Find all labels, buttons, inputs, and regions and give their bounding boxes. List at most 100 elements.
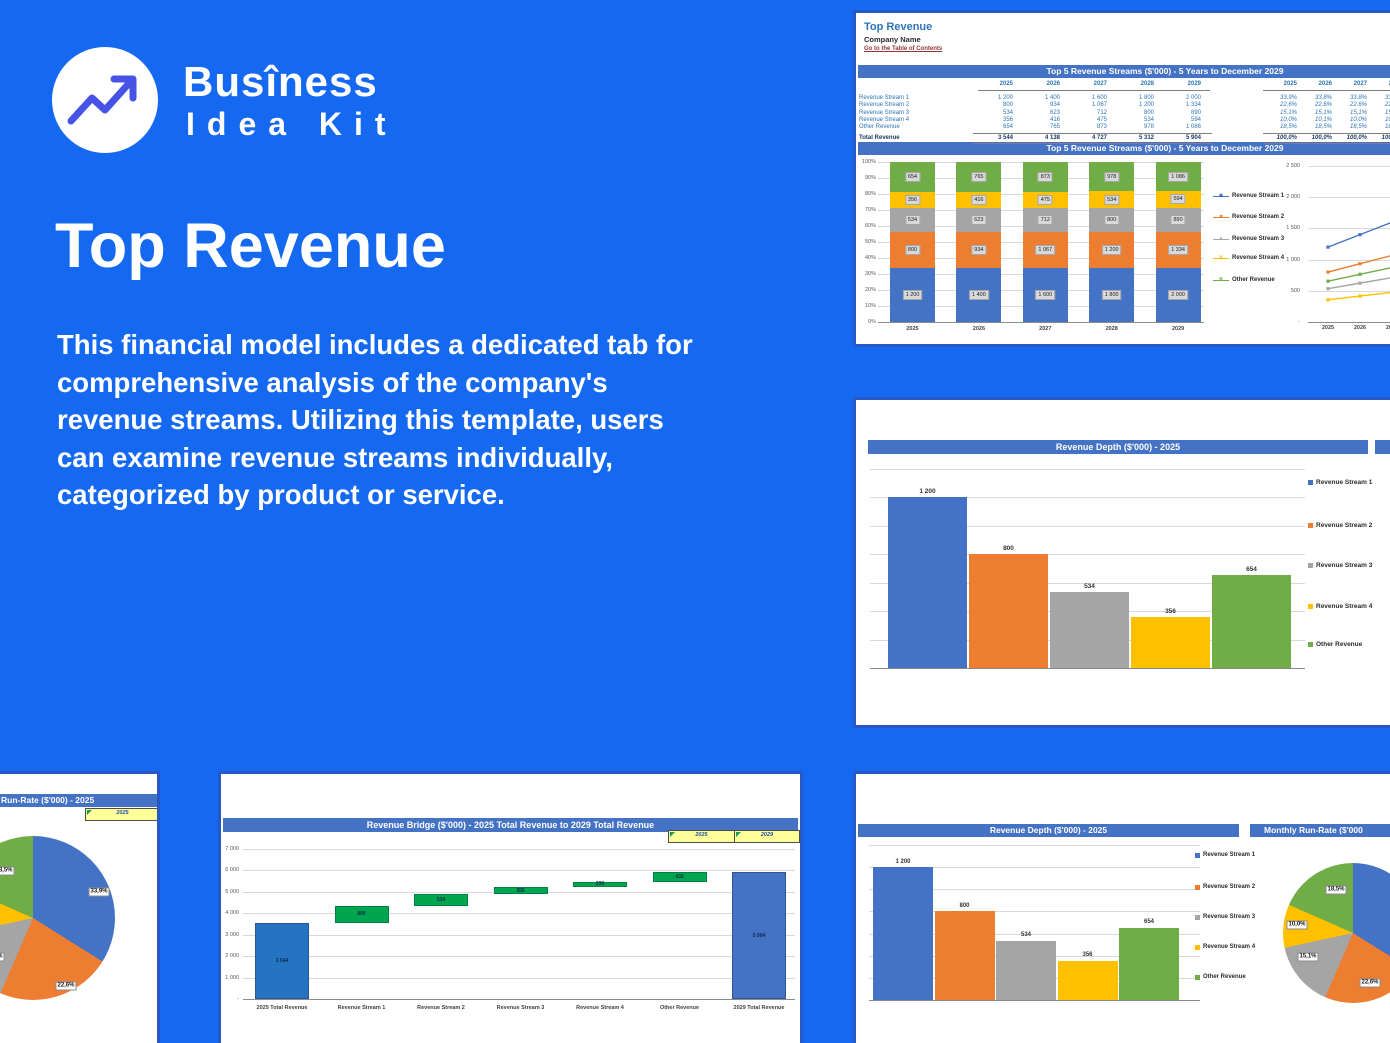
pie-slice-label: 22,6% — [55, 981, 77, 991]
filter-funnel-icon — [736, 832, 741, 837]
x-axis-label: Revenue Stream 2 — [417, 1005, 465, 1011]
page-title: Top Revenue — [55, 211, 446, 281]
table-cell: 475 — [1096, 116, 1107, 123]
legend-swatch — [1308, 604, 1313, 609]
x-axis-label: 2025 — [1321, 325, 1335, 331]
gridline — [243, 870, 795, 872]
filter-funnel-icon — [670, 832, 675, 837]
table-cell: 800 — [1002, 102, 1013, 109]
table-pct-cell: 33,9% — [1384, 95, 1390, 101]
segment-label: 1 800 — [1101, 289, 1122, 300]
bar-value-label: 800 — [1003, 545, 1014, 553]
line-chart: 2 500 2 000 1 500 1 000 500 - 2025 2026 2027 — [856, 13, 1390, 344]
y-axis-tick: 40% — [864, 255, 876, 261]
pie-slice-label: 15,1% — [1297, 952, 1319, 962]
table-row-label: Revenue Stream 4 — [859, 116, 910, 123]
waterfall-value-label: 800 — [357, 911, 366, 918]
table-pct-cell: 22,6% — [1384, 102, 1390, 109]
table-of-contents-link[interactable]: Go to the Table of Contents — [864, 46, 943, 52]
legend-label: Revenue Stream 2 — [1232, 214, 1285, 220]
waterfall-delta-bar — [414, 894, 468, 906]
legend-label: Revenue Stream 3 — [1316, 562, 1373, 569]
depth-title-band: Revenue Depth ($'000) - 2025 — [868, 440, 1368, 454]
y-axis-tick: 7 000 — [225, 846, 239, 852]
legend-swatch — [1195, 852, 1200, 858]
legend-swatch — [1308, 642, 1313, 647]
pie-slice-label: 22,6% — [1359, 978, 1381, 988]
brand-name-line1: Busîness — [183, 58, 378, 105]
x-axis-label: 2027 — [1385, 325, 1390, 331]
gridline — [869, 867, 1200, 869]
gridline — [869, 933, 1200, 935]
gridline — [243, 934, 795, 936]
bridge-year-to-dropdown[interactable]: 2029 — [734, 830, 800, 843]
y-axis-tick: 70% — [864, 207, 876, 213]
x-axis-label: Revenue Stream 4 — [576, 1005, 624, 1011]
segment-label: 978 — [1104, 171, 1120, 182]
table-cell: 1 067 — [1091, 102, 1107, 109]
table-pct-cell: 10,0% — [1349, 116, 1367, 123]
x-axis-label: 2029 Total Revenue — [733, 1005, 785, 1011]
line-chart-svg — [1326, 222, 1390, 302]
bridge-year-from-dropdown[interactable]: 2025 — [668, 830, 735, 843]
segment-label: 534 — [1104, 194, 1120, 205]
bar-value-label: 1 200 — [919, 488, 936, 496]
y-axis-tick: 60% — [864, 223, 876, 229]
table-col-header: 2029 — [1187, 81, 1201, 87]
x-axis-label: Revenue Stream 3 — [496, 1005, 545, 1011]
segment-label: 890 — [1170, 214, 1186, 225]
table-col-header: 2026 — [1046, 81, 1060, 87]
legend-label: Other Revenue — [1232, 277, 1275, 283]
bar — [1057, 960, 1118, 1000]
x-axis-label: 2026 — [972, 326, 986, 332]
segment-label: 416 — [971, 194, 987, 205]
legend-label: Revenue Stream 4 — [1232, 255, 1285, 261]
legend-label: Revenue Stream 1 — [1203, 852, 1256, 858]
year-filter-dropdown[interactable]: 2025 — [85, 808, 157, 821]
table-pct-col-header: 2027 — [1353, 81, 1367, 87]
table-cell: 800 — [1143, 109, 1154, 116]
waterfall-value-label: 432 — [675, 874, 684, 881]
y-axis-tick: 80% — [864, 191, 876, 197]
bar — [969, 554, 1048, 668]
legend-swatch — [1195, 884, 1200, 890]
table-pct-col-header: 2028 — [1368, 81, 1390, 87]
legend-marker-glyph: ✕ — [1218, 254, 1224, 261]
legend-line-marker: ■ — [1213, 214, 1229, 219]
table-cell: 765 — [1049, 124, 1060, 131]
segment-label: 594 — [1170, 194, 1186, 205]
table-pct-cell: 10,1% — [1314, 116, 1332, 123]
legend-item: Other Revenue — [1308, 641, 1362, 648]
gridline — [878, 322, 1204, 323]
bar-value-label: 534 — [1020, 932, 1032, 939]
table-col-header: 2027 — [1093, 81, 1107, 87]
segment-label: 1 400 — [969, 289, 989, 300]
table-row-label: Revenue Stream 2 — [859, 102, 910, 109]
legend-item: ■ Revenue Stream 2 — [1213, 214, 1284, 220]
total-topline — [973, 132, 1212, 134]
gridline — [1308, 197, 1390, 199]
gridline — [243, 913, 795, 915]
header-underline — [1263, 90, 1390, 91]
gridline — [870, 469, 1305, 470]
runrate-title-band: Run-Rate ($'000) - 2025 — [0, 794, 157, 807]
table-cell: 1 400 — [1044, 95, 1060, 101]
table-pct-cell: 15,1% — [1279, 109, 1297, 116]
legend-item: Revenue Stream 2 — [1308, 522, 1372, 529]
table-col-header: 2028 — [1140, 81, 1154, 87]
pie-slice-label: 15,1% — [0, 952, 5, 962]
legend-label: Other Revenue — [1203, 974, 1246, 980]
segment-label: 654 — [904, 171, 921, 182]
bar-value-label: 654 — [1143, 919, 1155, 926]
gridline — [869, 889, 1200, 891]
x-axis-label: 2025 — [906, 326, 919, 332]
y-axis-tick: 0% — [868, 319, 876, 325]
legend-marker-glyph: ✳ — [1218, 276, 1224, 283]
segment-label: 1 200 — [1101, 244, 1122, 255]
table-cell: 1 200 — [1138, 102, 1154, 109]
panel-depth-and-runrate: Revenue Depth ($'000) - 2025 Monthly Run… — [856, 774, 1390, 1043]
table-pct-cell: 22,6% — [1279, 102, 1297, 109]
legend-item: Revenue Stream 4 — [1195, 944, 1255, 950]
table-cell: 356 — [1002, 116, 1013, 123]
